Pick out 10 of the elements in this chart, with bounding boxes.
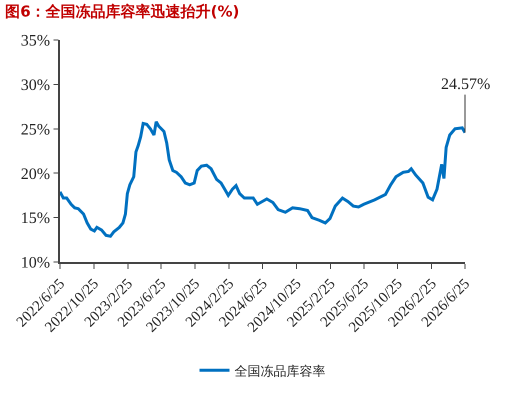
- legend-label: 全国冻品库容率: [234, 363, 326, 380]
- y-tick-label: 35%: [20, 32, 50, 50]
- y-tick-label: 15%: [20, 210, 50, 228]
- line-series: [60, 120, 465, 238]
- annotation: 24.57%: [441, 76, 490, 93]
- y-tick-label: 20%: [20, 166, 50, 183]
- chart-title: 图6：全国冻品库容率迅速抬升(%): [5, 2, 240, 20]
- y-tick-label: 10%: [20, 254, 50, 272]
- y-tick-label: 25%: [20, 121, 50, 138]
- y-tick-label: 30%: [20, 77, 50, 94]
